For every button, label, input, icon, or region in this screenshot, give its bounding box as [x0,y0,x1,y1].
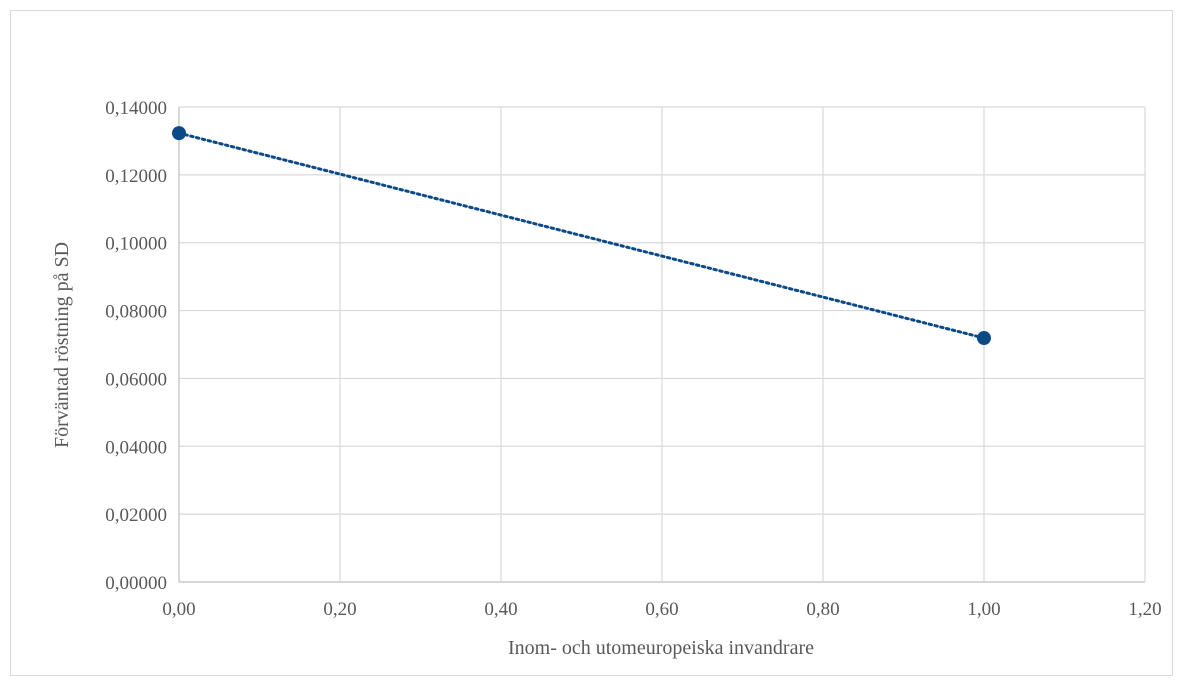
x-axis-title: Inom- och utomeuropeiska invandrare [508,637,814,659]
gridlines [178,106,1146,583]
y-tick-label: 0,10000 [105,234,167,255]
y-tick-labels: 0,00000 0,02000 0,04000 0,06000 0,08000 0,100… [105,98,167,594]
y-axis-title: Förväntad röstning på SD [51,242,73,448]
x-tick-label: 0,80 [806,599,839,620]
data-points [172,126,991,346]
x-tick-label: 0,00 [162,599,195,620]
trendline [177,131,986,340]
y-tick-label: 0,02000 [105,505,167,526]
x-tick-label: 0,60 [645,599,678,620]
data-point [977,331,991,346]
x-tick-label: 0,20 [323,599,356,620]
x-tick-label: 0,40 [484,599,517,620]
y-tick-label: 0,00000 [105,573,167,594]
y-tick-label: 0,04000 [105,437,167,458]
y-tick-label: 0,12000 [105,166,167,187]
data-point [172,126,186,141]
y-tick-label: 0,08000 [105,302,167,323]
trendline-layer [177,131,986,340]
y-tick-label: 0,06000 [105,369,167,390]
y-tick-label: 0,14000 [105,98,167,119]
x-tick-label: 1,00 [967,599,1000,620]
x-tick-label: 1,20 [1128,599,1161,620]
x-tick-labels: 0,00 0,20 0,40 0,60 0,80 1,00 1,20 [162,599,1161,620]
